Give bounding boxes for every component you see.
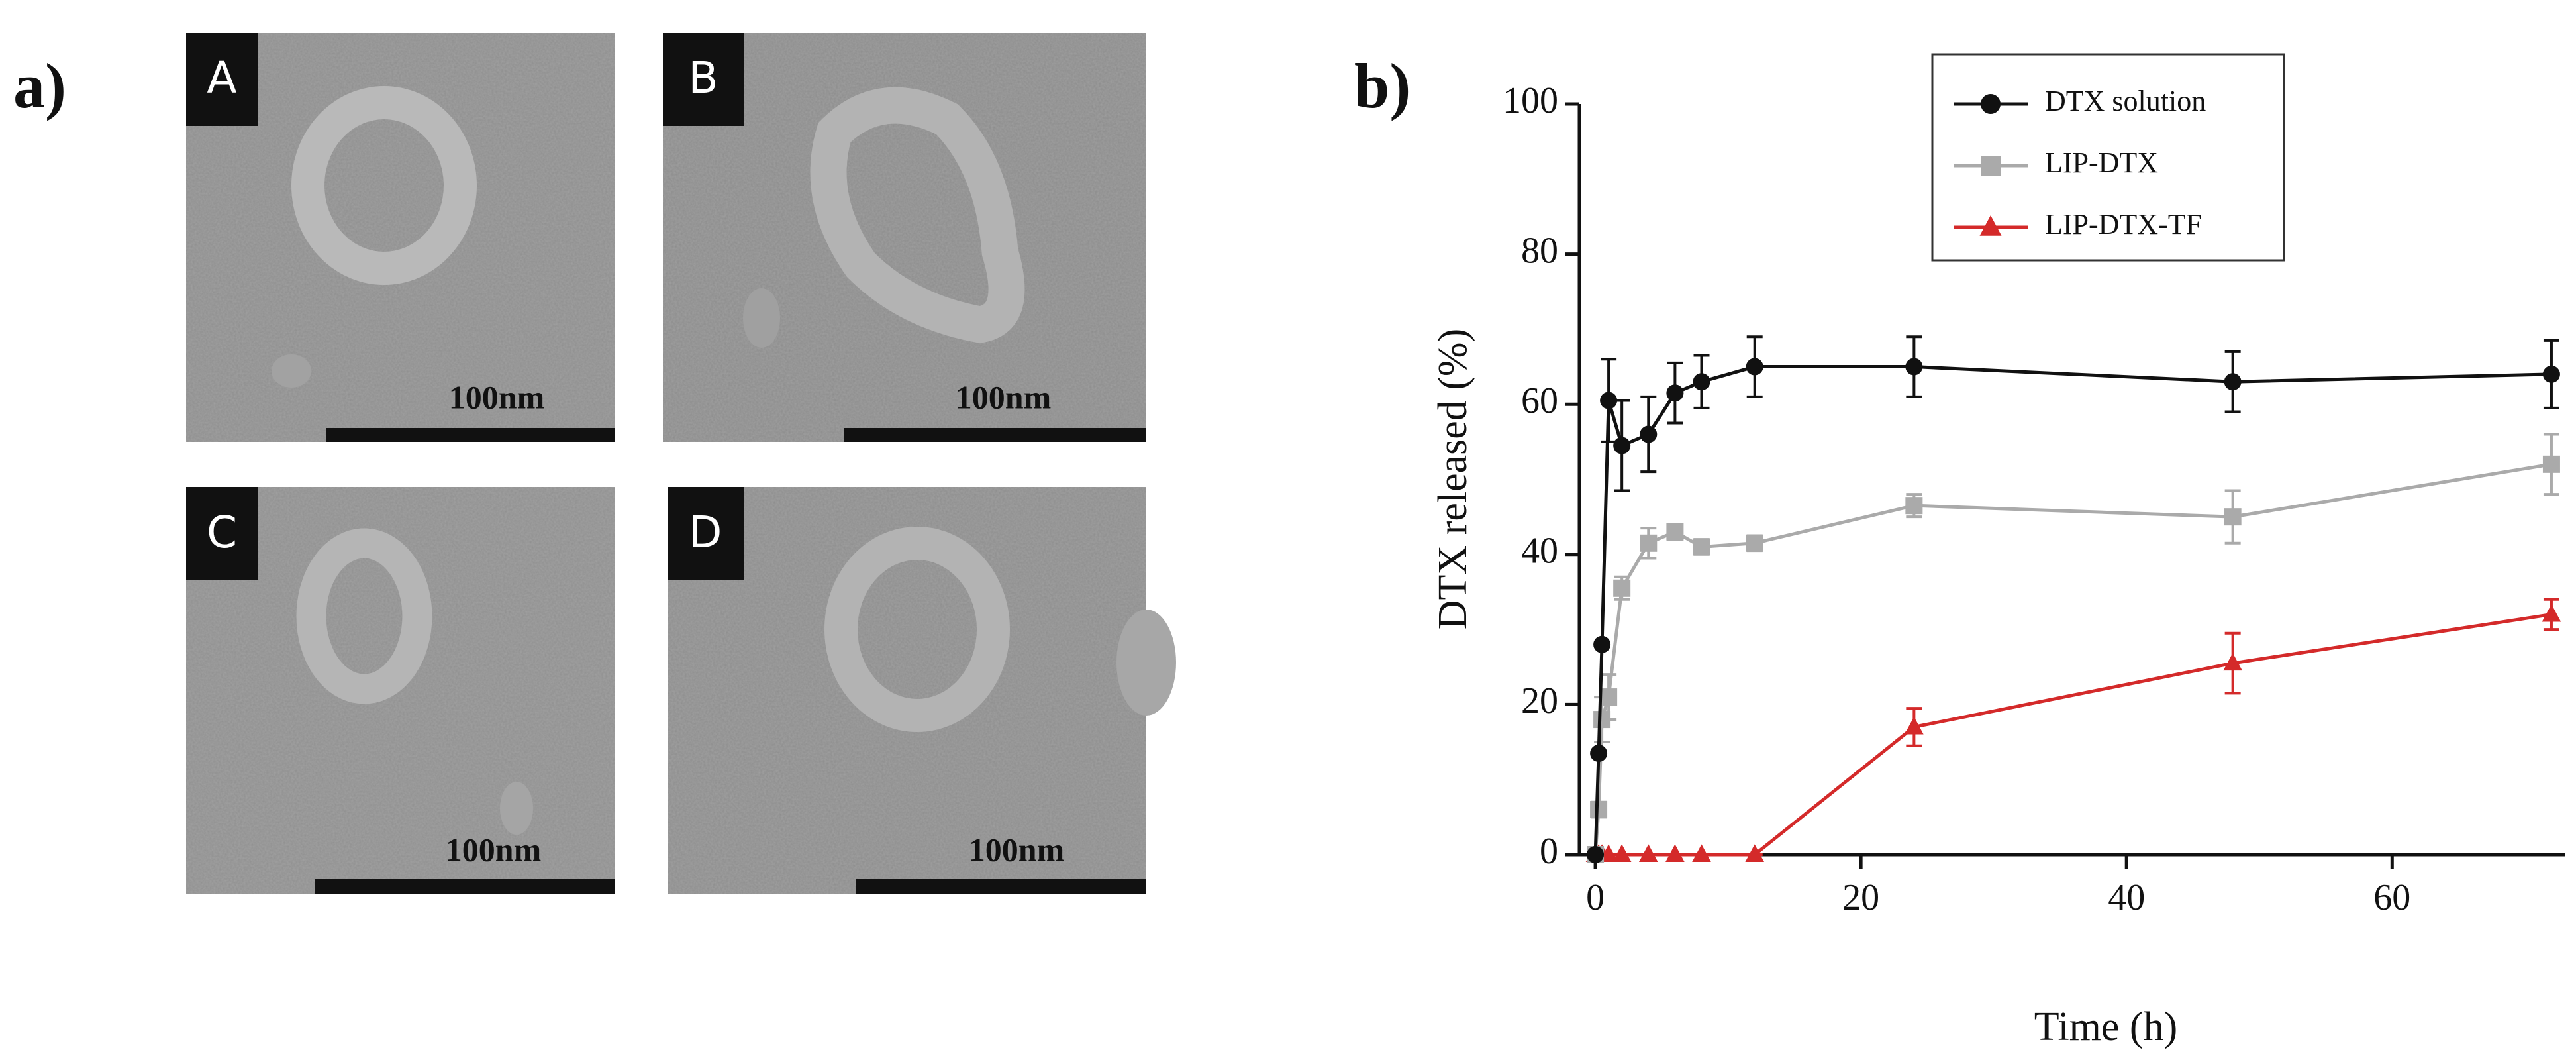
legend-marker [1979, 215, 2002, 236]
micrograph-label: D [689, 507, 722, 558]
micrograph: A 100nm [186, 33, 615, 442]
data-point [1612, 844, 1632, 863]
micrograph-label: A [207, 52, 236, 103]
data-point [1746, 534, 1763, 552]
micrograph-label: B [688, 52, 718, 103]
data-point [1640, 425, 1658, 443]
data-point [1666, 523, 1684, 541]
series-line [1593, 365, 2552, 855]
data-point [1905, 358, 1923, 376]
y-tick-label: 40 [1521, 531, 1558, 572]
data-point [2223, 653, 2242, 671]
data-point [1613, 437, 1631, 454]
series [1585, 598, 2561, 863]
series [1587, 335, 2560, 863]
scale-bar-label: 100nm [956, 378, 1051, 415]
data-point [1587, 846, 1605, 863]
data-point [1590, 745, 1608, 763]
legend-label: LIP-DTX [2045, 146, 2158, 179]
data-point [1693, 538, 1710, 556]
series-line [1595, 612, 2552, 857]
data-point [1746, 358, 1763, 376]
data-point [2224, 373, 2242, 391]
legend: DTX solution LIP-DTX LIP-DTX-TF [1931, 53, 2285, 262]
series-line [1593, 462, 2552, 855]
micrograph-label: C [207, 507, 237, 558]
y-tick-label: 80 [1521, 230, 1558, 271]
panel-label: b) [1354, 50, 1411, 121]
x-tick-label: 0 [1586, 877, 1605, 918]
scale-bar-label: 100nm [449, 378, 544, 415]
legend-label: LIP-DTX-TF [2045, 208, 2202, 240]
data-point [1613, 579, 1631, 597]
y-tick-label: 0 [1540, 831, 1558, 872]
data-point [2542, 365, 2560, 383]
scale-bar-label: 100nm [969, 831, 1064, 868]
series [1587, 433, 2560, 863]
data-point [1600, 392, 1618, 409]
micrograph: D 100nm [668, 487, 1176, 894]
data-point [1666, 384, 1684, 402]
y-tick-label: 60 [1521, 380, 1558, 421]
y-axis-title: DTX released (%) [1430, 329, 1475, 629]
legend-marker [1981, 156, 2001, 176]
data-point [1640, 534, 1658, 552]
data-point [1638, 844, 1658, 863]
y-tick-label: 20 [1521, 680, 1558, 721]
data-point [1692, 844, 1711, 863]
x-tick-label: 40 [2108, 877, 2145, 918]
x-tick-label: 20 [1842, 877, 1879, 918]
legend-marker [1981, 94, 2001, 114]
data-point [2542, 455, 2560, 473]
y-tick-label: 100 [1503, 80, 1558, 121]
micrograph: C 100nm [186, 487, 615, 894]
x-tick-label: 60 [2373, 877, 2410, 918]
micrograph: B 100nm [663, 33, 1146, 442]
data-point [1905, 497, 1923, 515]
data-point [1665, 844, 1685, 863]
legend-label: DTX solution [2045, 85, 2206, 117]
data-point [1745, 844, 1765, 863]
panel-label: a) [13, 50, 66, 121]
data-point [1593, 635, 1611, 653]
data-point [1905, 716, 1924, 735]
data-point [1693, 373, 1710, 391]
data-point [2542, 604, 2561, 622]
data-point [1600, 688, 1618, 706]
x-axis-title: Time (h) [2034, 1004, 2177, 1049]
scale-bar-label: 100nm [446, 831, 541, 868]
data-point [2224, 508, 2242, 526]
